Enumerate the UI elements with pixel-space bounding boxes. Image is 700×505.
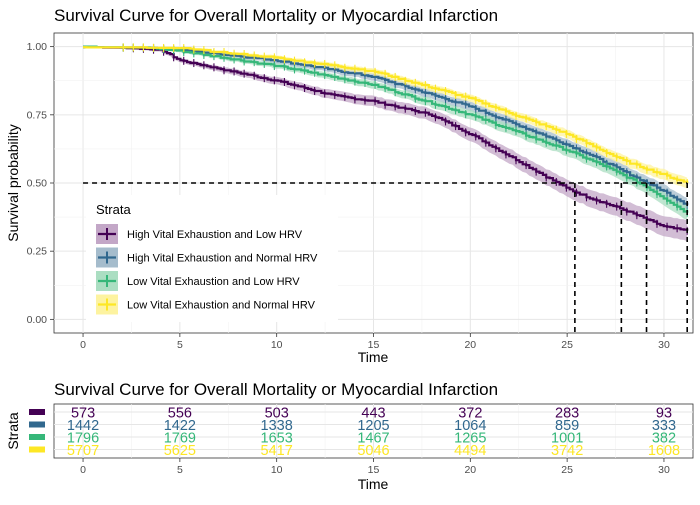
x-tick-label: 10 <box>271 339 283 351</box>
risk-strata-key-2 <box>29 421 45 428</box>
risk-table-panel: 573 556 503 443 372 283 93 1442 1422 1338 1205 1064… <box>53 403 694 460</box>
risk-cell: 1796 <box>67 431 99 447</box>
risk-x-tick-label: 15 <box>368 464 380 476</box>
risk-cell: 1442 <box>67 418 99 434</box>
risk-cell: 503 <box>265 406 289 422</box>
x-tick-label: 20 <box>464 339 476 351</box>
risk-x-tick-label: 10 <box>271 464 283 476</box>
risk-cell: 1422 <box>164 418 196 434</box>
survival-line-4 <box>83 46 689 183</box>
risk-x-tick-label: 30 <box>658 464 670 476</box>
risk-cell: 93 <box>656 406 672 422</box>
risk-cell: 573 <box>71 406 95 422</box>
legend-label-2: High Vital Exhaustion and Normal HRV <box>127 253 318 265</box>
risk-strata-key-4 <box>29 446 45 453</box>
main-chart-title: Survival Curve for Overall Mortality or … <box>54 6 498 25</box>
main-plot-panel: Strata High Vital Exhaustion and Low HRV… <box>53 32 694 334</box>
risk-cell: 4494 <box>454 443 486 459</box>
risk-cell: 1608 <box>648 443 680 459</box>
risk-cell: 1064 <box>454 418 486 434</box>
censor-marks-4 <box>122 43 688 188</box>
risk-table-x-axis-title: Time <box>358 476 389 492</box>
risk-cell: 443 <box>361 406 385 422</box>
risk-cell: 5707 <box>67 443 99 459</box>
risk-cell: 1653 <box>261 431 293 447</box>
y-tick-label: 0.25 <box>27 246 48 258</box>
risk-cell: 1467 <box>357 431 389 447</box>
risk-x-tick-label: 5 <box>177 464 183 476</box>
risk-table-title: Survival Curve for Overall Mortality or … <box>54 380 498 399</box>
risk-cell: 1338 <box>261 418 293 434</box>
risk-cell: 283 <box>555 406 579 422</box>
risk-cell: 3742 <box>551 443 583 459</box>
y-tick-label: 1.00 <box>27 41 48 53</box>
legend-label-4: Low Vital Exhaustion and Normal HRV <box>127 300 316 312</box>
risk-cell: 1769 <box>164 431 196 447</box>
main-y-axis-title: Survival probability <box>5 124 21 242</box>
risk-cell: 1265 <box>454 431 486 447</box>
legend-title: Strata <box>96 202 131 217</box>
main-x-axis-title: Time <box>358 349 389 365</box>
risk-table-cells: 573 556 503 443 372 283 93 1442 1422 1338 1205 1064… <box>67 406 680 460</box>
legend: Strata High Vital Exhaustion and Low HRV… <box>86 195 338 322</box>
risk-cell: 372 <box>458 406 482 422</box>
median-reference-lines <box>83 182 688 333</box>
risk-cell: 5417 <box>261 443 293 459</box>
legend-label-3: Low Vital Exhaustion and Low HRV <box>127 276 300 288</box>
legend-background <box>86 195 338 322</box>
x-tick-label: 25 <box>561 339 573 351</box>
risk-x-tick-label: 25 <box>561 464 573 476</box>
risk-table-y-axis-title: Strata <box>5 412 21 450</box>
survival-line-3 <box>83 45 689 213</box>
y-tick-label: 0.00 <box>27 314 48 326</box>
y-tick-label: 0.50 <box>27 178 48 190</box>
x-tick-label: 15 <box>368 339 380 351</box>
risk-table-x-axis: 0 5 10 15 20 25 30 <box>80 458 670 476</box>
risk-table-gridlines <box>54 404 693 458</box>
risk-cell: 1205 <box>357 418 389 434</box>
risk-cell: 382 <box>652 431 676 447</box>
risk-cell: 333 <box>652 418 676 434</box>
risk-cell: 556 <box>168 406 192 422</box>
main-y-axis: 0.00 0.25 0.50 0.75 1.00 <box>27 41 54 326</box>
risk-cell: 5046 <box>357 443 389 459</box>
risk-strata-key-3 <box>29 434 45 440</box>
legend-label-1: High Vital Exhaustion and Low HRV <box>127 229 303 241</box>
risk-cell: 5625 <box>164 443 196 459</box>
x-tick-label: 30 <box>658 339 670 351</box>
survival-lines <box>83 43 689 235</box>
main-x-axis: 0 5 10 15 20 25 30 <box>80 333 670 351</box>
risk-x-tick-label: 0 <box>80 464 86 476</box>
x-tick-label: 5 <box>177 339 183 351</box>
risk-table-strata-keys <box>29 409 45 453</box>
risk-strata-key-1 <box>29 409 45 415</box>
risk-cell: 859 <box>555 418 579 434</box>
censor-marks-1 <box>122 43 688 235</box>
y-tick-label: 0.75 <box>27 109 48 121</box>
risk-x-tick-label: 20 <box>464 464 476 476</box>
risk-cell: 1001 <box>551 431 583 447</box>
x-tick-label: 0 <box>80 339 86 351</box>
